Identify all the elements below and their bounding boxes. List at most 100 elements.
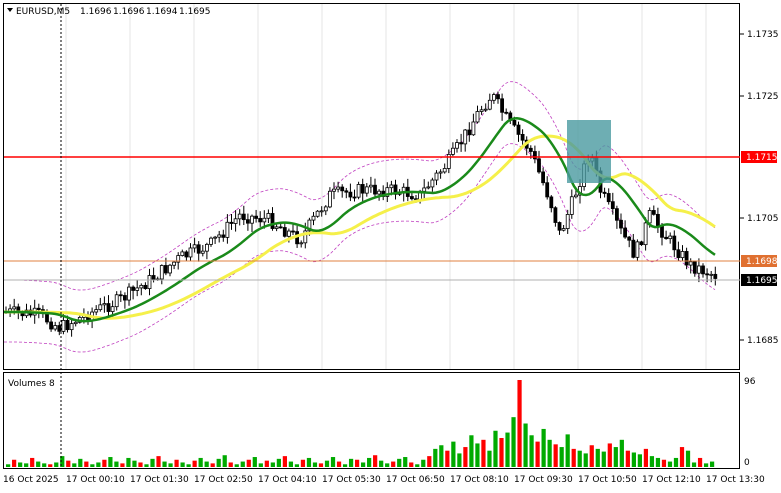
candle-body xyxy=(159,265,164,280)
candle-body xyxy=(664,236,668,240)
candle-body xyxy=(221,234,226,238)
candle-body xyxy=(225,221,230,238)
volume-bar xyxy=(421,459,426,467)
time-tick-label: 17 Oct 05:30 xyxy=(322,475,381,485)
candle-body xyxy=(176,255,181,263)
candle-body xyxy=(237,213,242,220)
svg-text:1.1715: 1.1715 xyxy=(746,153,778,163)
candle-body xyxy=(471,121,476,136)
candle-body xyxy=(344,190,349,193)
volume-bar xyxy=(595,448,600,467)
candle-body xyxy=(615,208,619,221)
volume-bar xyxy=(240,461,245,467)
support-price-tag: 1.1698 xyxy=(741,255,778,267)
candle-body xyxy=(200,250,205,254)
volume-bar xyxy=(451,441,456,467)
volume-bar xyxy=(144,464,149,467)
volume-bar xyxy=(12,459,17,467)
volume-bar xyxy=(84,461,89,467)
volume-bar xyxy=(18,462,23,467)
candle-body xyxy=(684,251,689,266)
volume-bar xyxy=(66,460,71,467)
candle-body xyxy=(643,222,648,246)
volume-bar xyxy=(589,445,594,467)
candle-body xyxy=(106,303,111,312)
volume-bar xyxy=(192,460,197,467)
candle-body xyxy=(135,287,140,291)
current-price-tag: 1.1695 xyxy=(741,274,778,286)
time-tick-label: 16 Oct 2025 xyxy=(3,475,59,485)
candle-body xyxy=(713,273,718,279)
volume-bar xyxy=(643,448,649,467)
volume-bar xyxy=(96,462,101,467)
candle-body xyxy=(528,147,533,152)
candle-body xyxy=(196,244,201,254)
candle-body xyxy=(233,218,238,224)
candle-body xyxy=(147,275,152,290)
candle-body xyxy=(241,213,246,221)
volume-bar xyxy=(517,380,522,467)
candle-body xyxy=(209,237,213,245)
time-tick-label: 17 Oct 01:30 xyxy=(130,475,189,485)
candle-body xyxy=(496,94,500,100)
candle-body xyxy=(168,264,172,274)
candle-body xyxy=(356,184,361,198)
candle-body xyxy=(565,214,570,229)
candle-body xyxy=(360,184,365,194)
volume-bar xyxy=(619,439,624,467)
candle-body xyxy=(291,230,295,233)
svg-text:1.1695: 1.1695 xyxy=(746,276,778,286)
candle-body xyxy=(12,306,17,310)
volume-bar xyxy=(367,457,372,467)
candle-body xyxy=(697,265,701,274)
volume-bar xyxy=(222,455,227,467)
candle-body xyxy=(94,309,99,313)
candle-body xyxy=(65,320,70,331)
candle-body xyxy=(250,215,254,224)
volume-bar xyxy=(361,462,366,467)
candle-body xyxy=(323,206,328,212)
volume-bar xyxy=(168,463,173,467)
candle-body xyxy=(73,321,78,325)
main-panel-frame xyxy=(3,3,740,370)
volume-bar xyxy=(264,460,269,467)
volume-bar xyxy=(198,457,203,467)
volume-bar xyxy=(156,456,161,467)
volume-bar xyxy=(48,464,53,467)
volume-bar xyxy=(276,458,281,467)
volume-bar xyxy=(330,457,336,467)
candle-body xyxy=(286,230,291,237)
candle-body xyxy=(631,239,636,258)
candle-body xyxy=(438,171,443,174)
candle-body xyxy=(319,210,324,213)
candle-body xyxy=(516,124,521,135)
volume-bars xyxy=(6,380,715,467)
candle-body xyxy=(389,184,394,189)
candle-body xyxy=(303,230,308,244)
candle-body xyxy=(118,294,123,297)
candle-body xyxy=(348,191,353,198)
volume-bar xyxy=(180,462,185,467)
candle-body xyxy=(385,187,390,197)
volume-bar xyxy=(42,463,47,467)
volume-bar xyxy=(469,435,474,467)
candle-body xyxy=(627,236,632,241)
resistance-price-tag: 1.1715 xyxy=(741,151,778,163)
time-tick-label: 17 Oct 08:10 xyxy=(450,475,509,485)
volume-bar xyxy=(60,456,65,467)
time-tick-label: 17 Oct 02:50 xyxy=(194,475,253,485)
volume-bar xyxy=(565,434,570,467)
candle-body xyxy=(602,191,607,194)
volume-bar xyxy=(637,454,642,467)
candle-body xyxy=(364,186,369,194)
candle-body xyxy=(467,129,472,136)
candle-body xyxy=(110,306,115,312)
volume-bar xyxy=(300,459,306,467)
volume-bar xyxy=(391,461,396,467)
price-tick-label: 1.1705 xyxy=(747,214,779,224)
volume-bar xyxy=(120,463,125,467)
volume-bar xyxy=(553,444,558,467)
candle-body xyxy=(422,187,427,192)
